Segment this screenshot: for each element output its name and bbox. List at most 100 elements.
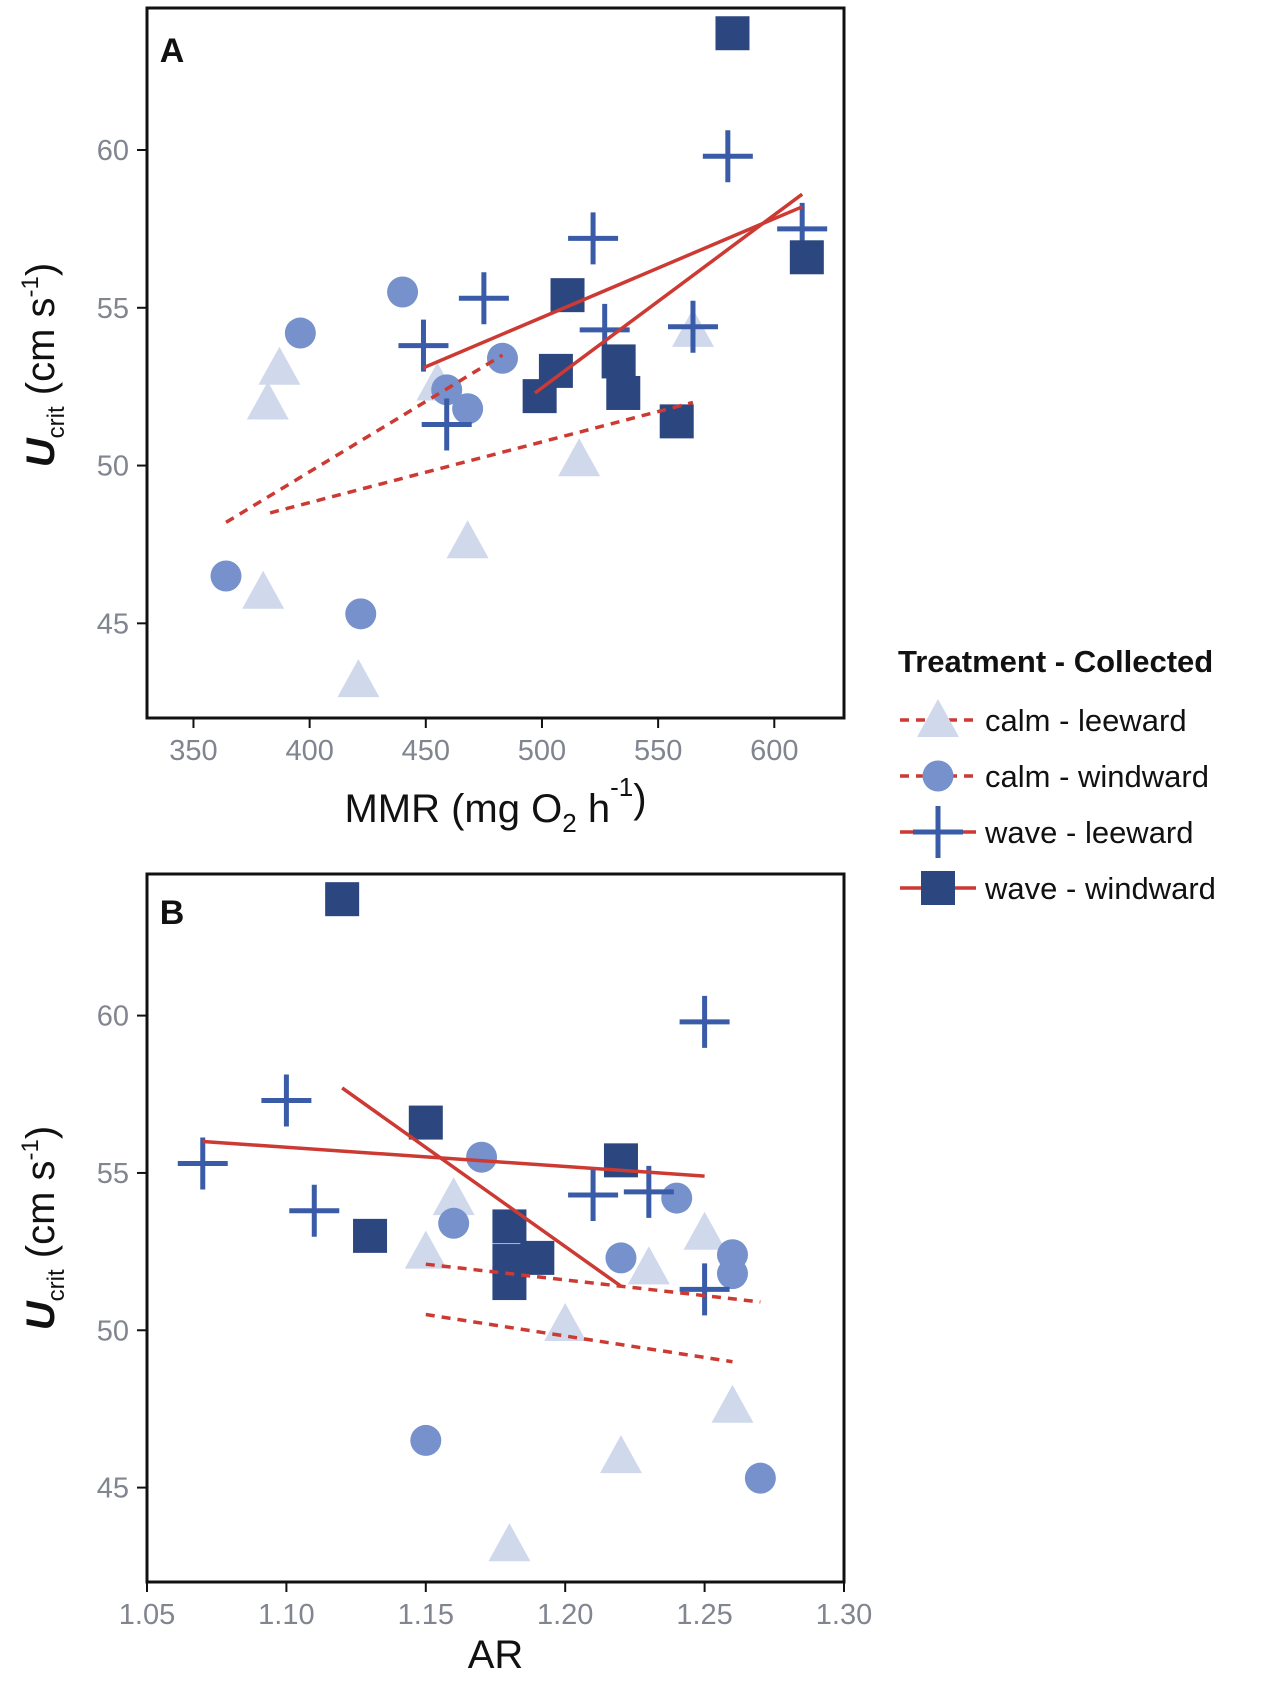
panel-a-point-wave-windward (601, 344, 636, 379)
panel-b-point-calm-windward (744, 1462, 776, 1494)
panel-a-frame (145, 6, 846, 720)
panel-a-point-wave-leeward (568, 212, 619, 265)
panel-b-point-wave-windward (325, 882, 360, 917)
panel-b-point-wave-leeward (679, 995, 730, 1048)
panel-a-point-calm-windward (284, 317, 316, 349)
panel-b-chart: 1.05 1.10 1.15 1.20 1.25 1.30 45 50 55 60 AR Ucrit … (17, 872, 872, 1677)
panel-a-point-wave-leeward (398, 319, 449, 372)
panel-a-point-wave-windward (606, 375, 641, 410)
panel-b-point-wave-leeward (177, 1137, 228, 1190)
panel-b-point-calm-windward (605, 1242, 637, 1274)
panel-a-fit-line-calm-leeward (269, 400, 694, 515)
panel-b-x-tick-label: 1.15 (398, 1599, 454, 1631)
panel-a-y-tick-label: 50 (97, 451, 129, 483)
legend-item-wave-leeward: wave - leeward (900, 806, 1194, 858)
panel-b-point-calm-leeward (711, 1384, 754, 1423)
panel-a-point-calm-windward (452, 393, 484, 425)
panel-b-y-tick-label: 55 (97, 1158, 129, 1190)
panel-a-fit-line-calm-windward (225, 353, 504, 524)
panel-b-y-tick-label: 45 (97, 1473, 129, 1505)
legend-marker-square (921, 871, 955, 905)
panel-b-point-wave-windward (353, 1218, 388, 1253)
panel-b-fit-line-wave-leeward (341, 1086, 622, 1288)
panel-a-point-calm-windward (210, 560, 242, 592)
panel-a-x-tick-label: 400 (285, 735, 333, 767)
panel-b-fit-line-wave-windward (202, 1139, 705, 1178)
legend-label: wave - leeward (984, 815, 1194, 850)
panel-b-frame (145, 872, 846, 1584)
panel-b-point-wave-leeward (623, 1165, 674, 1218)
legend-title: Treatment - Collected (898, 644, 1213, 679)
panel-b-label: B (160, 894, 185, 932)
panel-b-point-wave-windward (408, 1105, 443, 1140)
panel-a-point-wave-windward (538, 353, 573, 388)
legend-label: wave - windward (984, 871, 1216, 906)
panel-a-point-wave-leeward (458, 272, 509, 325)
panel-a-point-wave-leeward (421, 398, 472, 451)
panel-b-point-wave-leeward (261, 1074, 312, 1127)
panel-a-y-tick-label: 60 (97, 135, 129, 167)
panel-b-point-wave-leeward (679, 1263, 730, 1316)
panel-a-point-wave-windward (715, 16, 750, 51)
panel-a-point-calm-leeward (246, 381, 289, 420)
panel-a-point-wave-leeward (667, 300, 718, 353)
panel-b-y-axis-label: Ucrit (cm s-1) (17, 1126, 70, 1330)
panel-a-point-calm-leeward (258, 346, 301, 385)
panel-a-point-calm-windward (486, 342, 518, 374)
panel-a-x-axis-label: MMR (mg O2 h-1) (344, 772, 646, 838)
panel-b-point-wave-leeward (568, 1168, 619, 1221)
panel-b-point-calm-windward (661, 1182, 693, 1214)
panel-a-y-tick-label: 55 (97, 293, 129, 325)
legend-marker-cross (913, 806, 963, 858)
legend-marker-circle (922, 760, 954, 792)
legend: Treatment - Collected calm - leeward calm… (898, 644, 1216, 906)
panel-b-y-tick-label: 50 (97, 1315, 129, 1347)
panel-b-point-wave-leeward (289, 1184, 340, 1237)
panel-b-point-calm-windward (466, 1141, 498, 1173)
legend-marker-triangle (917, 699, 959, 737)
panel-a-x-tick-label: 550 (634, 735, 682, 767)
panel-b-point-calm-leeward (627, 1246, 670, 1285)
panel-b-point-wave-windward (520, 1240, 555, 1275)
legend-label: calm - windward (985, 759, 1209, 794)
panel-a-x-tick-label: 450 (402, 735, 450, 767)
panel-a-fit-line-wave-windward (422, 205, 803, 370)
panel-a-point-wave-windward (789, 240, 824, 275)
panel-b-y-tick-label: 60 (97, 1001, 129, 1033)
panel-a-point-wave-leeward (702, 130, 753, 183)
panel-a-x-tick-label: 500 (518, 735, 566, 767)
panel-a-x-tick-label: 600 (750, 735, 798, 767)
panel-a-point-calm-leeward (337, 659, 380, 698)
panel-b-x-tick-label: 1.25 (676, 1599, 732, 1631)
legend-item-wave-windward: wave - windward (900, 871, 1216, 906)
legend-item-calm-leeward: calm - leeward (900, 699, 1187, 738)
panel-b-point-calm-leeward (404, 1230, 447, 1269)
panel-b-point-calm-windward (410, 1424, 442, 1456)
panel-a-chart: 350 400 450 500 550 600 45 50 55 60 MMR (mg O2 h-1… (17, 6, 846, 838)
panel-a-x-tick-label: 350 (169, 735, 217, 767)
panel-b-point-calm-leeward (488, 1523, 531, 1562)
legend-item-calm-windward: calm - windward (900, 759, 1209, 794)
panel-a-y-axis-label: Ucrit (cm s-1) (17, 263, 70, 467)
panel-a-point-calm-leeward (242, 570, 285, 609)
panel-b-point-calm-leeward (683, 1211, 726, 1250)
panel-b-fit-line-calm-windward (425, 1262, 761, 1304)
panel-a-point-calm-windward (345, 598, 377, 630)
panel-b-x-tick-label: 1.10 (258, 1599, 314, 1631)
panel-a-point-calm-leeward (446, 520, 489, 559)
panel-a-y-tick-label: 45 (97, 608, 129, 640)
panel-a-label: A (160, 32, 185, 70)
panel-b-x-tick-label: 1.05 (119, 1599, 175, 1631)
panel-b-x-tick-label: 1.30 (816, 1599, 872, 1631)
panel-b-x-axis-label: AR (468, 1633, 524, 1677)
legend-label: calm - leeward (985, 703, 1187, 738)
panel-a-point-calm-leeward (558, 438, 601, 477)
panel-b-point-calm-leeward (599, 1435, 642, 1474)
panel-b-fit-line-calm-leeward (425, 1312, 733, 1364)
panel-b-x-tick-label: 1.20 (537, 1599, 593, 1631)
panel-b-point-calm-leeward (544, 1302, 587, 1341)
panel-b-point-calm-windward (716, 1258, 748, 1290)
panel-b-point-calm-windward (438, 1207, 470, 1239)
panel-b-point-calm-leeward (432, 1177, 475, 1216)
